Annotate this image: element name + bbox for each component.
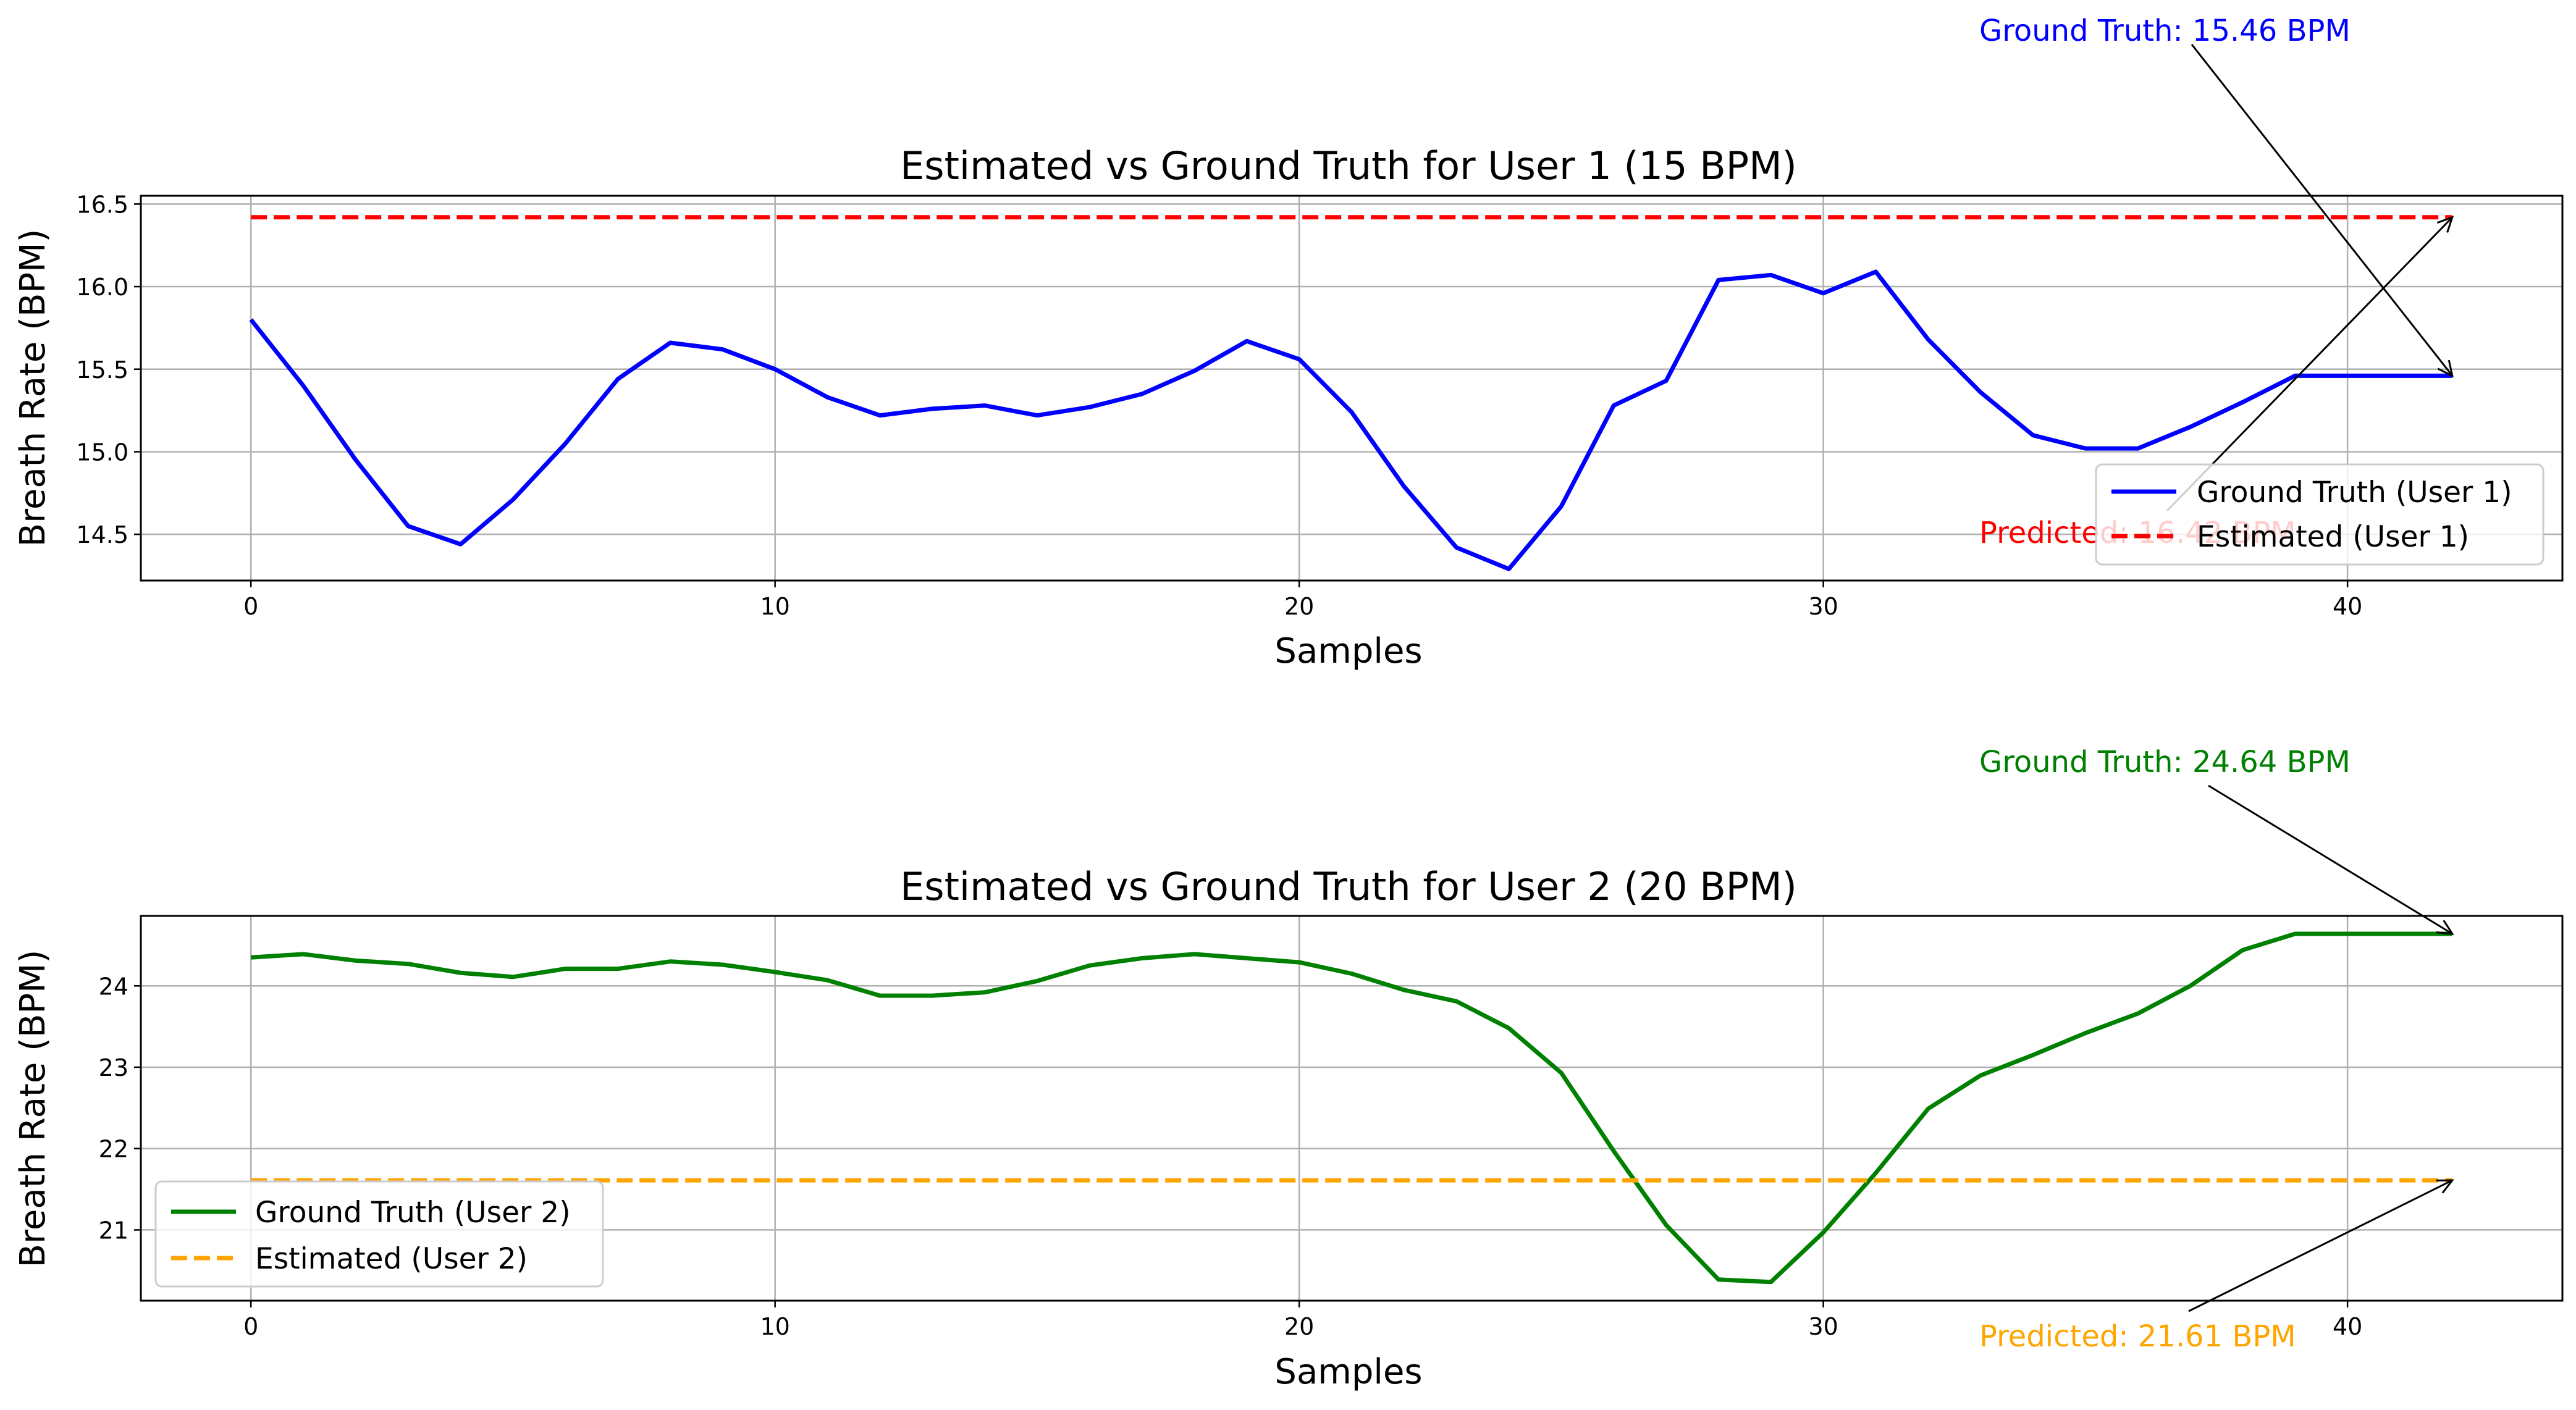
x-tick-label: 10 — [760, 1313, 789, 1340]
y-tick-label: 22 — [99, 1136, 128, 1163]
ground-truth-line — [249, 269, 2452, 571]
annotation-arrow — [2191, 44, 2454, 378]
panel-2-axes-frame — [140, 915, 2564, 1302]
annotation-arrow — [2208, 784, 2454, 935]
x-tick-label: 40 — [2333, 593, 2362, 620]
annotation-arrow-head — [2436, 920, 2454, 935]
annotation-arrow-shaft — [2188, 1179, 2453, 1312]
x-tick-label: 0 — [243, 593, 258, 620]
panel-2-series — [250, 931, 2452, 1285]
annotation-arrow — [2188, 1179, 2454, 1312]
annotation-arrow-head — [2437, 359, 2454, 378]
x-tick-label: 20 — [1284, 593, 1314, 620]
y-tick-label: 24 — [99, 973, 128, 1000]
annotation-arrow-shaft — [2166, 216, 2453, 512]
panel-1-annotation-ground-truth: Ground Truth: 15.46 BPM — [1979, 14, 2351, 48]
panel-2-legend-label-ground-truth: Ground Truth (User 2) — [255, 1196, 571, 1230]
panel-2-ticks: 0 10 20 30 40 21 22 23 24 — [99, 973, 2363, 1340]
annotation-arrow-head — [2436, 1179, 2454, 1194]
panel-1-y-axis-label: Breath Rate (BPM) — [13, 229, 53, 547]
panel-2-annotation-predicted: Predicted: 21.61 BPM — [1979, 1319, 2296, 1354]
y-tick-label: 15.0 — [76, 439, 128, 466]
panel-2-annotation-ground-truth: Ground Truth: 24.64 BPM — [1979, 745, 2351, 779]
panel-1-legend-label-ground-truth: Ground Truth (User 1) — [2197, 476, 2512, 510]
y-tick-label: 15.5 — [76, 356, 128, 384]
y-tick-label: 21 — [99, 1217, 128, 1244]
annotation-arrow-head — [2436, 216, 2454, 233]
chart-panel-2: Estimated vs Ground Truth for User 2 (20… — [13, 745, 2564, 1392]
x-tick-label: 40 — [2333, 1313, 2362, 1340]
chart-panel-1: Estimated vs Ground Truth for User 1 (15… — [13, 14, 2564, 671]
panel-1-axes-frame — [140, 195, 2564, 582]
panel-2-legend-box — [154, 1180, 604, 1288]
panel-2-legend: Ground Truth (User 2) Estimated (User 2) — [154, 1180, 604, 1288]
y-tick-label: 16.0 — [76, 274, 128, 301]
x-tick-label: 30 — [1808, 593, 1838, 620]
panel-1-x-axis-label: Samples — [1274, 631, 1422, 671]
panel-2-x-axis-label: Samples — [1274, 1352, 1422, 1392]
x-tick-label: 20 — [1284, 1313, 1314, 1340]
annotation-arrow — [2166, 216, 2454, 512]
panel-2-legend-label-estimated: Estimated (User 2) — [255, 1242, 528, 1276]
x-tick-label: 10 — [760, 593, 789, 620]
panel-1-title: Estimated vs Ground Truth for User 1 (15… — [900, 143, 1797, 188]
ground-truth-line — [250, 931, 2452, 1285]
y-tick-label: 14.5 — [76, 521, 128, 548]
x-tick-label: 0 — [243, 1313, 258, 1340]
y-tick-label: 23 — [99, 1054, 128, 1081]
panel-1-ticks: 0 10 20 30 40 14.5 15.0 15.5 16.0 16.5 — [76, 191, 2362, 620]
x-tick-label: 30 — [1808, 1313, 1838, 1340]
panel-2-title: Estimated vs Ground Truth for User 2 (20… — [900, 864, 1797, 909]
annotation-arrow-shaft — [2191, 44, 2453, 377]
panel-1-legend: Ground Truth (User 1) Estimated (User 1) — [2095, 463, 2544, 566]
annotation-arrow-shaft — [2208, 784, 2453, 935]
panel-2-annotations: Ground Truth: 24.64 BPM Predicted: 21.61… — [1979, 745, 2454, 1354]
panel-1-series — [249, 215, 2452, 571]
panel-1-legend-label-estimated: Estimated (User 1) — [2197, 520, 2469, 554]
panel-2-y-axis-label: Breath Rate (BPM) — [13, 950, 53, 1268]
y-tick-label: 16.5 — [76, 191, 128, 218]
panel-1-legend-box — [2095, 463, 2544, 566]
